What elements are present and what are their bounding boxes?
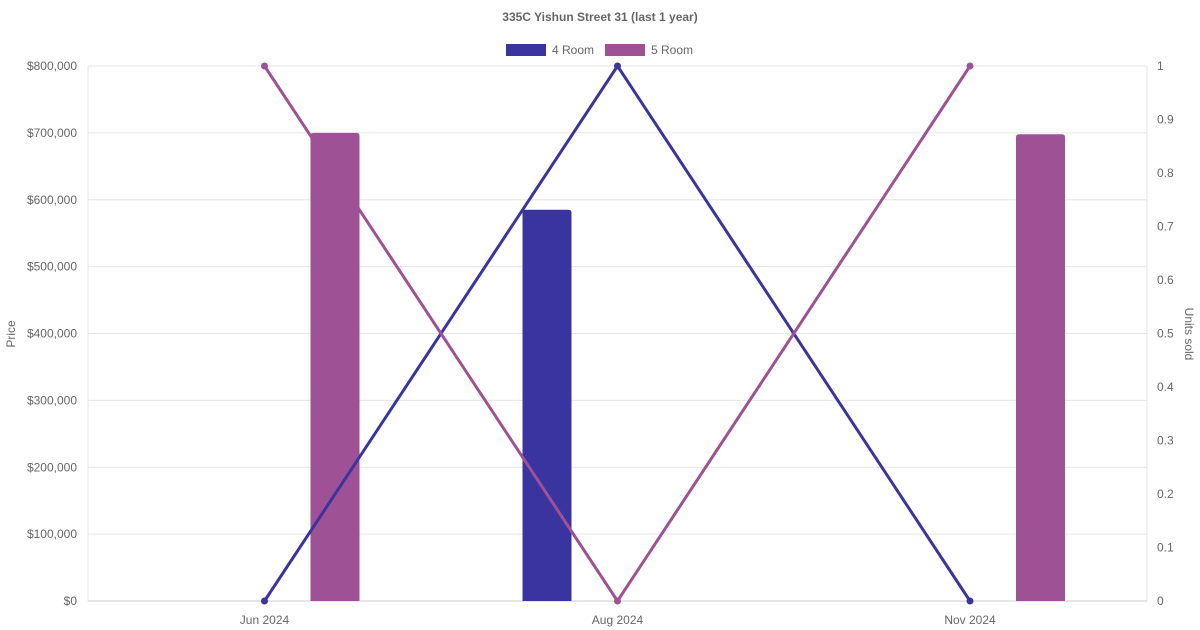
left-tick-label: $400,000 bbox=[27, 327, 77, 341]
lines bbox=[261, 62, 974, 605]
left-axis: $0 $100,000 $200,000 $300,000 $400,000 $500,0… bbox=[27, 59, 77, 608]
legend-swatch bbox=[605, 44, 645, 56]
legend-swatch bbox=[506, 44, 546, 56]
point-4-room bbox=[261, 597, 268, 605]
left-tick-label: $200,000 bbox=[27, 460, 77, 474]
chart-title: 335C Yishun Street 31 (last 1 year) bbox=[502, 10, 697, 24]
legend-label: 4 Room bbox=[552, 43, 594, 57]
x-tick-label: Jun 2024 bbox=[240, 613, 290, 627]
left-tick-label: $700,000 bbox=[27, 126, 77, 140]
right-tick-label: 0.4 bbox=[1157, 380, 1174, 394]
right-tick-label: 0.9 bbox=[1157, 113, 1174, 127]
bar-5-room bbox=[310, 132, 360, 601]
left-tick-label: $300,000 bbox=[27, 393, 77, 407]
point-4-room bbox=[966, 597, 974, 605]
left-tick-label: $500,000 bbox=[27, 260, 77, 274]
legend-item-4-room[interactable]: 4 Room bbox=[506, 43, 594, 57]
point-5-room bbox=[614, 597, 621, 605]
point-5-room bbox=[966, 62, 974, 70]
left-tick-label: $0 bbox=[64, 594, 78, 608]
right-tick-label: 0 bbox=[1157, 594, 1164, 608]
bars bbox=[310, 132, 1065, 601]
grid-lines bbox=[87, 65, 1148, 602]
x-axis: Jun 2024 Aug 2024 Nov 2024 bbox=[240, 613, 996, 627]
bar-4-room bbox=[522, 209, 572, 601]
bar-5-room bbox=[1016, 134, 1065, 601]
right-tick-label: 0.3 bbox=[1157, 434, 1174, 448]
left-axis-title: Price bbox=[4, 320, 18, 348]
x-tick-label: Aug 2024 bbox=[592, 613, 644, 627]
right-tick-label: 0.6 bbox=[1157, 273, 1174, 287]
right-tick-label: 0.7 bbox=[1157, 220, 1174, 234]
right-tick-label: 0.5 bbox=[1157, 327, 1174, 341]
right-tick-label: 1 bbox=[1157, 59, 1164, 73]
point-5-room bbox=[261, 62, 268, 70]
left-tick-label: $600,000 bbox=[27, 193, 77, 207]
point-4-room bbox=[614, 62, 621, 70]
right-tick-label: 0.2 bbox=[1157, 487, 1174, 501]
right-tick-label: 0.8 bbox=[1157, 166, 1174, 180]
legend[interactable]: 4 Room 5 Room bbox=[506, 43, 693, 57]
legend-item-5-room[interactable]: 5 Room bbox=[605, 43, 693, 57]
left-tick-label: $800,000 bbox=[27, 59, 77, 73]
right-tick-label: 0.1 bbox=[1157, 541, 1174, 555]
right-axis-title: Units sold bbox=[1182, 308, 1196, 361]
right-axis: 0 0.1 0.2 0.3 0.4 0.5 0.6 0.7 0.8 0.9 1 bbox=[1157, 59, 1174, 608]
x-tick-label: Nov 2024 bbox=[944, 613, 996, 627]
left-tick-label: $100,000 bbox=[27, 527, 77, 541]
legend-label: 5 Room bbox=[651, 43, 693, 57]
